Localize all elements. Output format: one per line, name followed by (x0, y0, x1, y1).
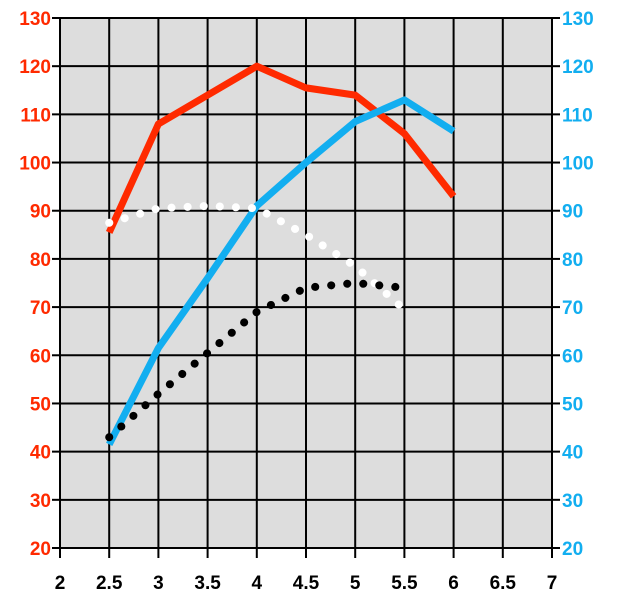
x-tick-label: 7 (547, 573, 558, 594)
right-tick-label: 130 (562, 9, 594, 30)
left-tick-label: 40 (30, 443, 51, 464)
right-tick-label: 120 (562, 57, 594, 78)
x-axis-ticks: 2 2.5 3 3.5 4 4.5 5 5.5 6 6.5 7 (55, 573, 558, 594)
left-axis-ticks: 130 120 110 100 90 80 70 60 50 40 30 20 (19, 9, 51, 560)
left-tick-label: 80 (30, 250, 51, 271)
right-tick-label: 50 (562, 394, 583, 415)
right-axis-ticks: 130 120 110 100 90 80 70 60 50 40 30 20 (562, 9, 594, 560)
left-tick-label: 120 (19, 57, 51, 78)
x-tick-label: 3 (153, 573, 164, 594)
left-tick-label: 50 (30, 394, 51, 415)
left-tick-label: 30 (30, 491, 51, 512)
right-tick-label: 40 (562, 443, 583, 464)
left-tick-label: 20 (30, 539, 51, 560)
x-tick-label: 6 (448, 573, 459, 594)
series-line-3 (105, 201, 409, 314)
x-tick-label: 5.5 (391, 573, 418, 594)
x-tick-label: 2 (55, 573, 66, 594)
series-layer (105, 62, 457, 446)
right-tick-label: 20 (562, 539, 583, 560)
right-tick-label: 110 (562, 105, 593, 126)
left-tick-label: 130 (19, 9, 51, 30)
left-tick-label: 70 (30, 298, 51, 319)
right-tick-label: 80 (562, 250, 583, 271)
right-tick-label: 70 (562, 298, 583, 319)
x-tick-label: 2.5 (96, 573, 123, 594)
left-tick-label: 60 (30, 346, 51, 367)
right-tick-label: 100 (562, 154, 594, 175)
series-line-1 (106, 62, 457, 234)
x-tick-label: 5 (350, 573, 361, 594)
x-tick-label: 4 (252, 573, 263, 594)
left-tick-label: 100 (19, 154, 51, 175)
series-line-4 (105, 279, 409, 442)
left-tick-label: 90 (30, 202, 51, 223)
right-tick-label: 60 (562, 346, 583, 367)
right-tick-label: 30 (562, 491, 583, 512)
right-tick-label: 90 (562, 202, 583, 223)
x-tick-label: 4.5 (293, 573, 320, 594)
left-tick-label: 110 (20, 105, 51, 126)
x-tick-label: 6.5 (490, 573, 517, 594)
series-line-2 (106, 96, 456, 446)
x-tick-label: 3.5 (194, 573, 221, 594)
